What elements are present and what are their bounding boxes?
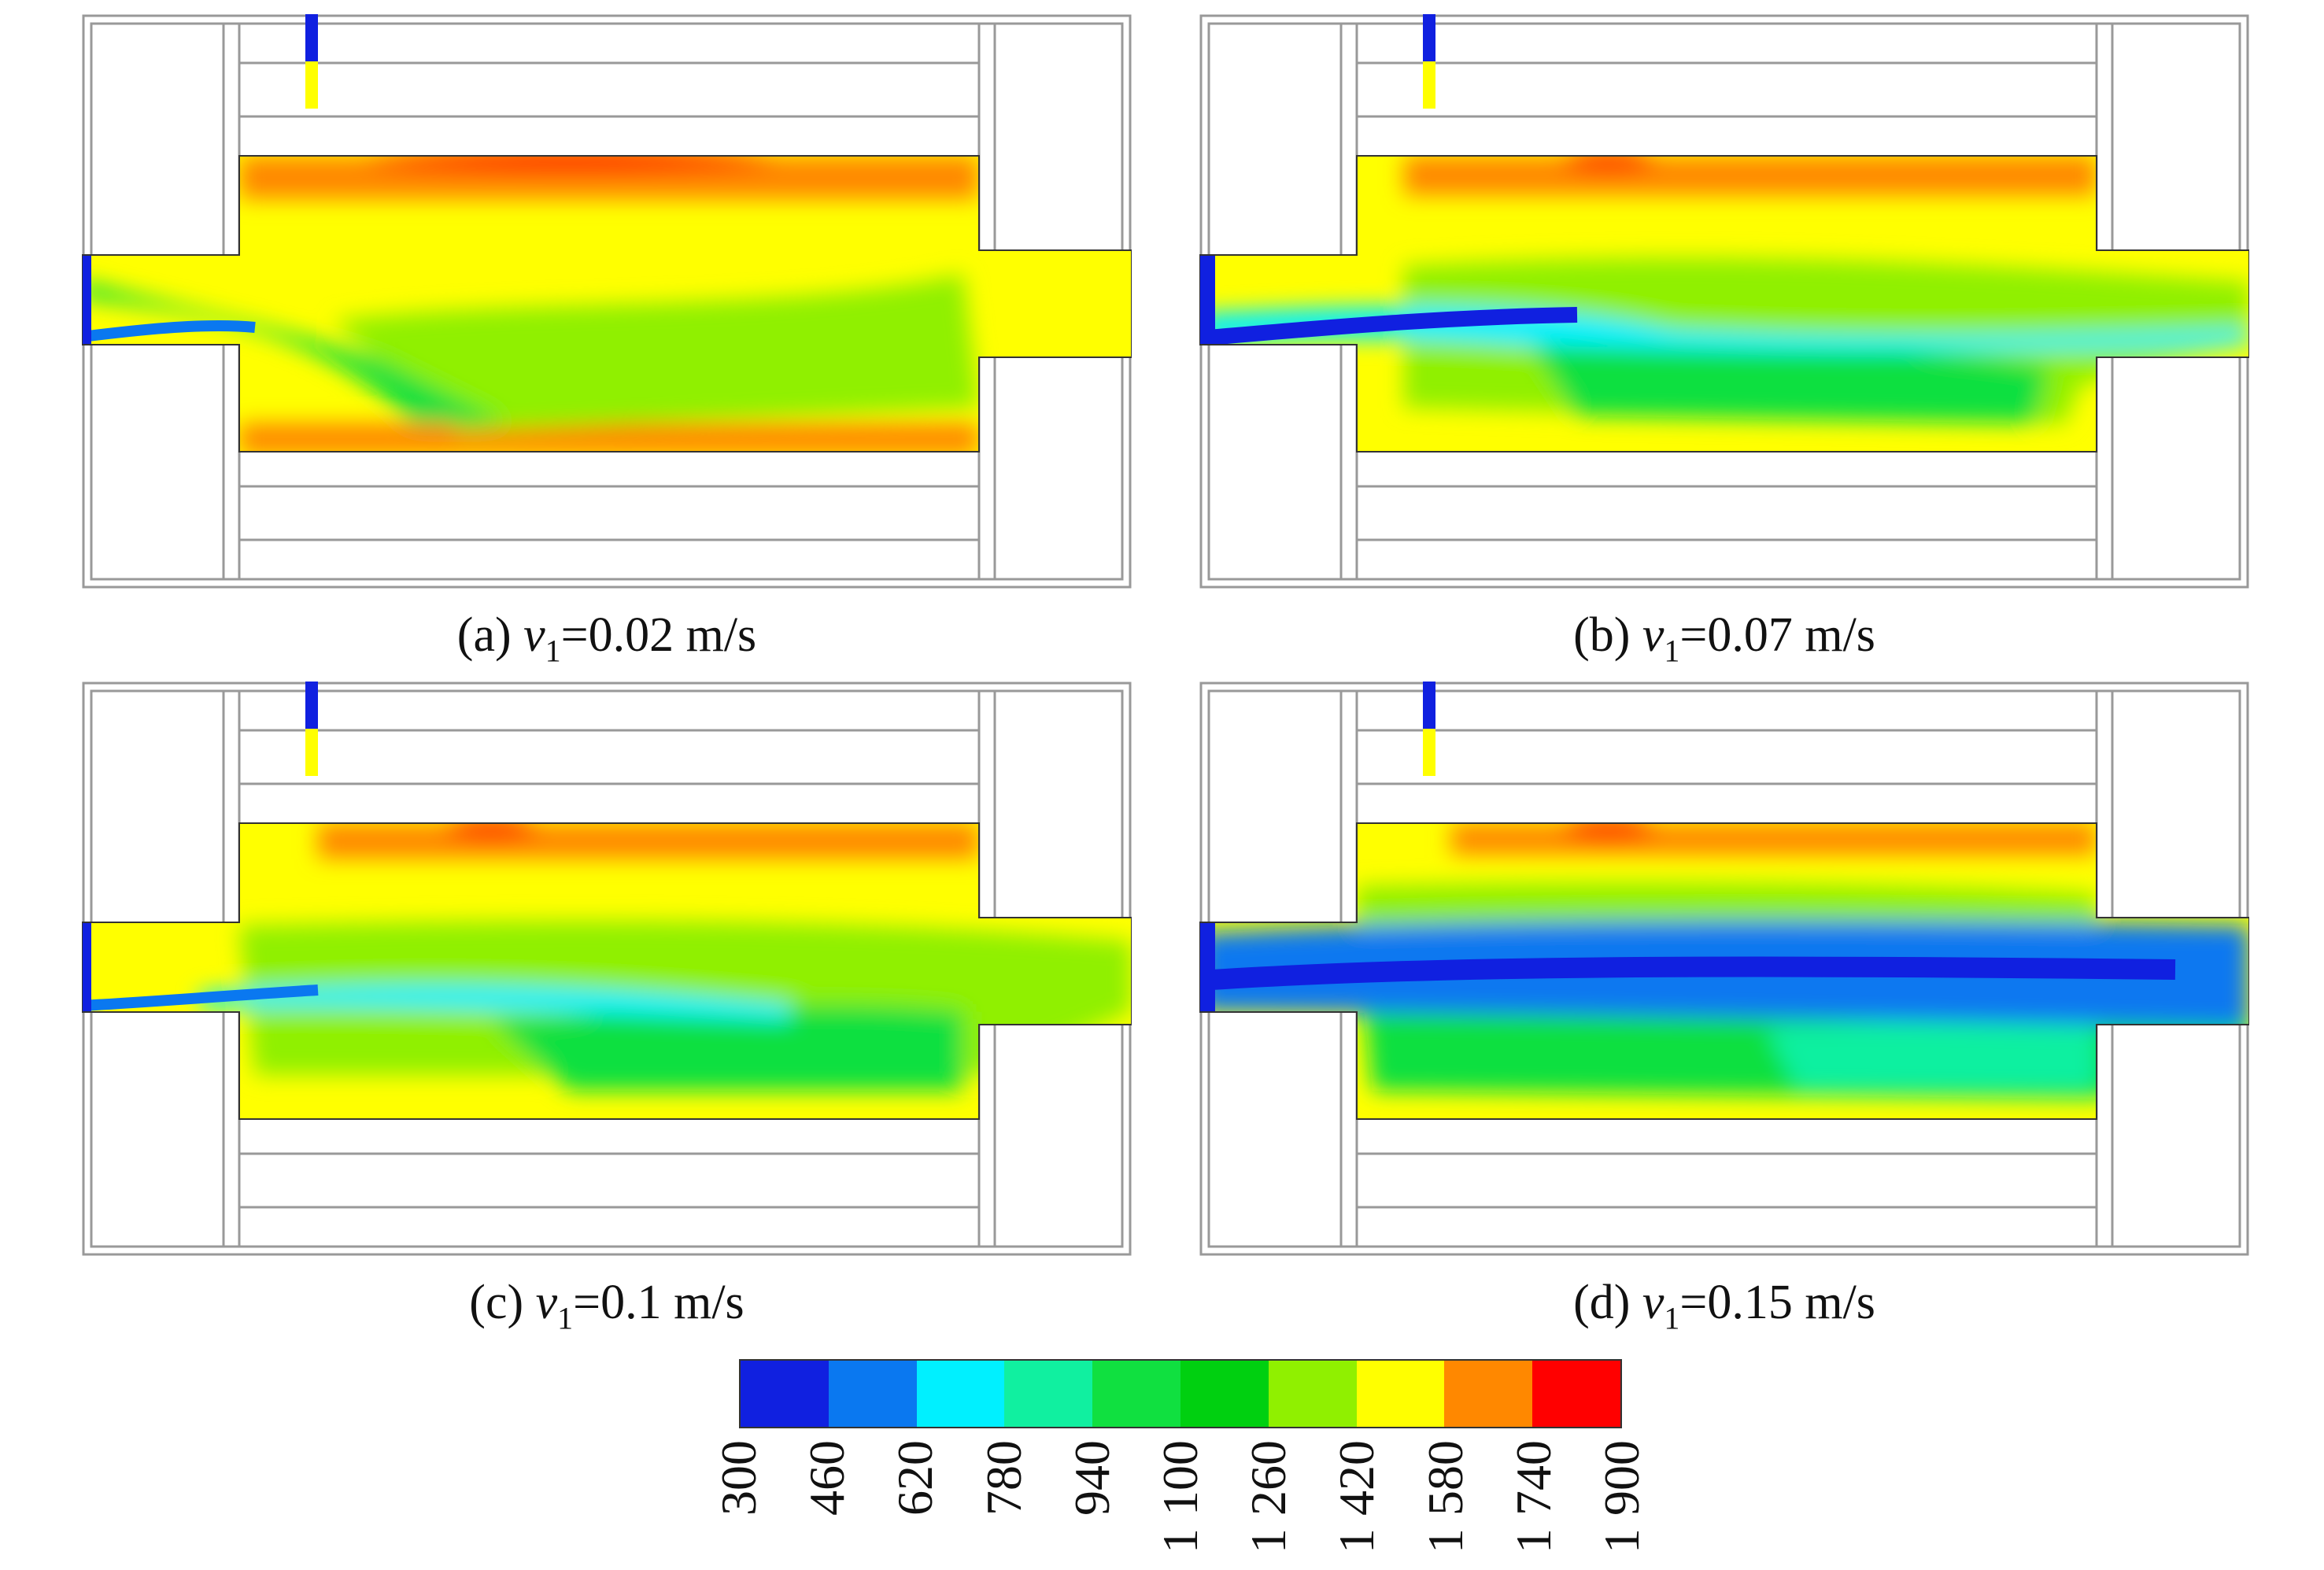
panel-a: [82, 14, 1132, 589]
color-bar-tick-label: 620: [887, 1440, 944, 1516]
color-swatch: [828, 1361, 917, 1427]
caption-d-sub: 1: [1664, 1300, 1680, 1336]
caption-d: (d) v1=0.15 m/s: [1199, 1275, 2249, 1346]
color-bar: [739, 1359, 1622, 1428]
color-bar-tick-label: 460: [799, 1440, 855, 1516]
caption-c-prefix: (c): [469, 1276, 536, 1329]
color-swatch: [1444, 1361, 1533, 1427]
caption-b-value: =0.07 m/s: [1679, 608, 1875, 662]
panel-b: [1199, 14, 2249, 589]
caption-b-var: v: [1642, 608, 1664, 662]
caption-a-var: v: [523, 608, 545, 662]
caption-a: (a) v1=0.02 m/s: [82, 608, 1132, 678]
contour-plot-b: [1199, 14, 2249, 589]
temperature-field-a: [82, 156, 1132, 452]
color-bar-tick-label: 1 100: [1152, 1440, 1208, 1553]
color-bar-tick-label: 940: [1063, 1440, 1120, 1516]
caption-a-prefix: (a): [456, 608, 524, 662]
caption-d-value: =0.15 m/s: [1679, 1276, 1875, 1329]
color-bar-tick-label: 1 900: [1594, 1440, 1650, 1553]
color-swatch: [1532, 1361, 1620, 1427]
panel-c: [82, 682, 1132, 1256]
temperature-field-b: [1199, 156, 2249, 452]
color-swatch: [1268, 1361, 1357, 1427]
caption-c-var: v: [535, 1276, 558, 1329]
color-swatch: [741, 1361, 829, 1427]
contour-plot-c: [82, 682, 1132, 1256]
caption-d-var: v: [1642, 1276, 1664, 1329]
temperature-field-c: [82, 823, 1132, 1119]
color-swatch: [1180, 1361, 1269, 1427]
panel-d: [1199, 682, 2249, 1256]
color-swatch: [1092, 1361, 1180, 1427]
contour-plot-d: [1199, 682, 2249, 1256]
caption-c-value: =0.1 m/s: [573, 1276, 744, 1329]
color-bar-tick-label: 1 740: [1505, 1440, 1561, 1553]
contour-plot-a: [82, 14, 1132, 589]
caption-a-sub: 1: [545, 633, 561, 669]
caption-d-prefix: (d): [1573, 1276, 1642, 1329]
caption-c-sub: 1: [557, 1300, 574, 1336]
color-swatch: [916, 1361, 1005, 1427]
caption-b-prefix: (b): [1573, 608, 1642, 662]
caption-b-sub: 1: [1664, 633, 1680, 669]
caption-c: (c) v1=0.1 m/s: [82, 1275, 1132, 1346]
color-bar-tick-label: 1 420: [1328, 1440, 1385, 1553]
caption-a-value: =0.02 m/s: [560, 608, 757, 662]
color-bar-tick-label: 1 580: [1417, 1440, 1473, 1553]
color-swatch: [1356, 1361, 1445, 1427]
color-swatch: [1004, 1361, 1093, 1427]
caption-b: (b) v1=0.07 m/s: [1199, 608, 2249, 678]
color-bar-tick-label: 780: [975, 1440, 1032, 1516]
temperature-field-d: [1199, 823, 2249, 1119]
color-bar-tick-label: 1 260: [1240, 1440, 1297, 1553]
color-bar-tick-label: 300: [711, 1440, 767, 1516]
